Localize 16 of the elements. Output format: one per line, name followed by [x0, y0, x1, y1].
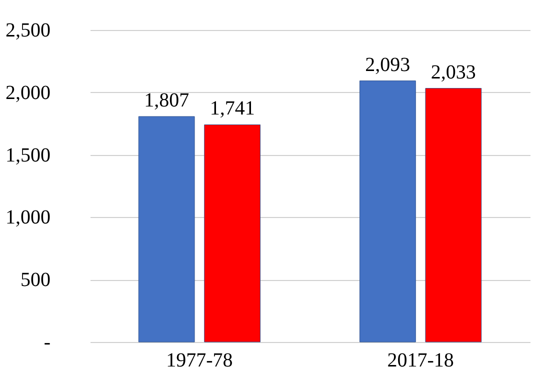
- x-tick-label: 2017-18: [387, 350, 454, 372]
- y-tick-label: 1,500: [6, 144, 50, 166]
- bar: [204, 124, 260, 342]
- data-label: 1,807: [144, 89, 190, 112]
- y-tick-label: 2,000: [6, 82, 50, 104]
- data-label: 1,741: [210, 98, 255, 120]
- bar: [425, 88, 482, 342]
- x-tick-label: 1977-78: [166, 350, 233, 372]
- data-label: 2,093: [365, 54, 410, 76]
- y-tick-label: 500: [20, 269, 50, 292]
- y-tick-label: 2,500: [6, 20, 50, 42]
- y-tick-label: -: [44, 332, 50, 354]
- data-label: 2,033: [430, 61, 476, 84]
- bar: [138, 116, 195, 342]
- bar: [360, 80, 416, 342]
- y-tick-label: 1,000: [6, 206, 50, 229]
